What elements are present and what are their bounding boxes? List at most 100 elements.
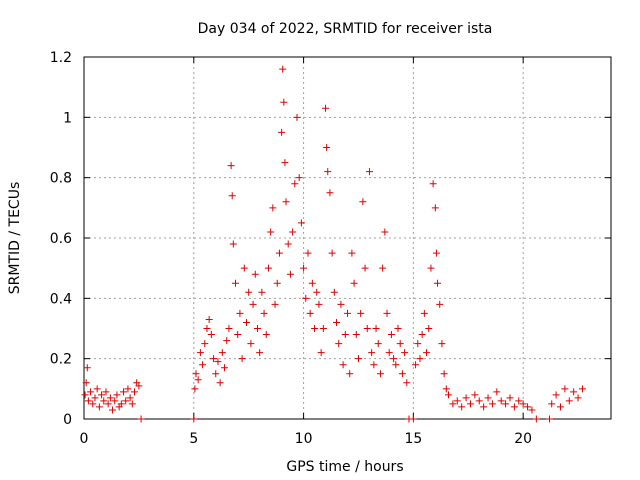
data-point	[326, 189, 334, 197]
data-point	[414, 340, 422, 348]
data-point	[98, 391, 106, 399]
data-point	[436, 300, 444, 308]
data-point	[308, 279, 316, 287]
data-point	[126, 394, 134, 402]
data-point	[409, 415, 417, 423]
data-point	[293, 113, 301, 121]
data-point	[548, 400, 556, 408]
data-point	[352, 331, 360, 339]
data-point	[91, 394, 99, 402]
data-point	[229, 240, 237, 248]
data-point	[317, 349, 325, 357]
data-point	[81, 391, 89, 399]
data-point	[502, 400, 510, 408]
data-point	[100, 397, 108, 405]
data-point	[458, 403, 466, 411]
data-point	[128, 400, 136, 408]
data-point	[280, 98, 288, 106]
data-point	[262, 331, 270, 339]
data-point	[313, 288, 321, 296]
data-point	[396, 340, 404, 348]
data-point	[333, 318, 341, 326]
data-point	[379, 264, 387, 272]
y-tick-label: 0.2	[50, 352, 72, 368]
data-point	[462, 394, 470, 402]
data-point	[445, 391, 453, 399]
data-point	[423, 349, 431, 357]
data-point	[438, 340, 446, 348]
data-point	[83, 364, 91, 372]
data-point	[392, 361, 400, 369]
x-tick-label: 0	[80, 431, 89, 447]
data-point	[398, 370, 406, 378]
data-point	[238, 355, 246, 363]
data-point	[240, 264, 248, 272]
data-point	[344, 309, 351, 317]
data-point	[390, 355, 398, 363]
data-point	[365, 168, 373, 176]
data-point	[212, 370, 220, 378]
data-point	[497, 397, 505, 405]
data-point	[381, 228, 389, 236]
data-point	[117, 400, 125, 408]
x-tick-label: 15	[404, 431, 422, 447]
data-point	[335, 340, 343, 348]
data-point	[245, 288, 253, 296]
data-point	[449, 400, 457, 408]
data-point	[279, 65, 287, 73]
data-point	[311, 325, 319, 332]
data-point	[429, 180, 437, 188]
data-point	[506, 394, 514, 402]
data-point	[281, 159, 289, 167]
data-point	[109, 406, 117, 414]
data-point	[561, 385, 569, 393]
y-tick-label: 1.2	[50, 50, 72, 66]
data-point	[471, 391, 479, 399]
data-point	[247, 340, 255, 348]
data-point	[337, 300, 345, 308]
data-point	[124, 385, 132, 393]
data-point	[227, 162, 235, 170]
data-point	[221, 364, 229, 372]
data-point	[361, 264, 369, 272]
data-point	[192, 370, 200, 378]
data-point	[242, 318, 250, 326]
data-point	[442, 385, 450, 393]
data-point	[234, 331, 242, 339]
data-point	[210, 355, 218, 363]
data-point	[370, 361, 378, 369]
data-point	[323, 144, 331, 151]
data-point	[214, 358, 222, 366]
data-point	[258, 288, 266, 296]
data-point	[218, 349, 226, 357]
data-point	[546, 415, 554, 423]
data-point	[273, 279, 281, 287]
data-point	[401, 349, 409, 357]
data-point	[232, 279, 240, 287]
data-point	[416, 355, 424, 363]
axis-ticks: 0 0.2 0.4 0.6 0.8 1 1.2 0 5 10 15 20	[50, 50, 611, 447]
data-point	[196, 349, 204, 357]
data-point	[194, 376, 202, 384]
data-point	[302, 294, 310, 302]
data-point	[556, 403, 564, 411]
data-point	[515, 397, 523, 405]
data-points	[81, 65, 586, 423]
data-point	[348, 249, 356, 257]
data-point	[236, 309, 244, 317]
data-point	[372, 325, 380, 332]
data-point	[383, 309, 391, 317]
data-point	[385, 349, 393, 357]
data-point	[519, 400, 527, 408]
data-point	[190, 415, 198, 423]
data-point	[363, 325, 371, 332]
data-point	[89, 400, 97, 408]
data-point	[376, 370, 384, 378]
data-point	[84, 397, 92, 405]
data-point	[524, 403, 532, 411]
data-point	[137, 415, 145, 423]
data-point	[322, 104, 330, 112]
data-point	[295, 174, 303, 182]
x-axis-label: GPS time / hours	[286, 459, 403, 475]
